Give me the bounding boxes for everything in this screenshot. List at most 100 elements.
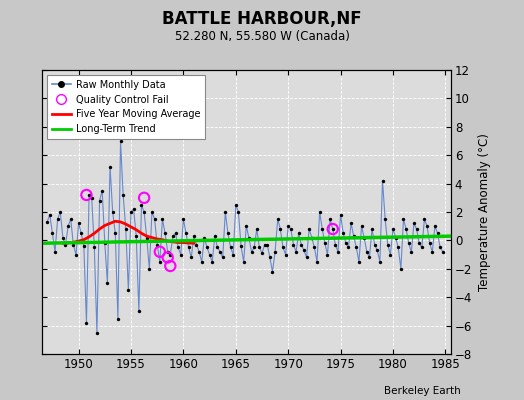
Point <box>292 248 300 255</box>
Point <box>171 230 180 236</box>
Point <box>410 220 418 226</box>
Point <box>106 163 114 170</box>
Point <box>376 258 384 265</box>
Point <box>161 230 169 236</box>
Point <box>229 251 237 258</box>
Point <box>205 251 214 258</box>
Point <box>336 212 345 218</box>
Text: Berkeley Earth: Berkeley Earth <box>385 386 461 396</box>
Point <box>373 247 381 254</box>
Point <box>135 308 143 314</box>
Point <box>415 240 423 246</box>
Point <box>339 230 347 236</box>
Point <box>342 240 350 246</box>
Point <box>407 248 416 255</box>
Point <box>95 198 104 204</box>
Point <box>184 244 193 251</box>
Point <box>48 230 57 236</box>
Point <box>326 216 334 222</box>
Point <box>302 254 311 261</box>
Point <box>315 209 324 215</box>
Point <box>355 258 363 265</box>
Point <box>308 234 316 241</box>
Point <box>129 206 138 212</box>
Point <box>198 258 206 265</box>
Point <box>344 244 353 251</box>
Point <box>397 266 405 272</box>
Point <box>399 216 408 222</box>
Point <box>250 244 258 251</box>
Point <box>245 234 253 241</box>
Point <box>59 234 67 241</box>
Point <box>329 226 337 232</box>
Point <box>140 194 148 201</box>
Point <box>347 220 355 226</box>
Point <box>331 242 340 248</box>
Point <box>158 216 167 222</box>
Point <box>192 242 201 248</box>
Point <box>166 251 174 258</box>
Point <box>69 242 78 248</box>
Point <box>234 209 243 215</box>
Point <box>85 192 93 198</box>
Point <box>386 251 395 258</box>
Point <box>122 226 130 232</box>
Point <box>98 188 106 194</box>
Point <box>418 244 426 251</box>
Point <box>405 240 413 246</box>
Point <box>289 242 298 248</box>
Point <box>93 330 101 336</box>
Point <box>53 216 62 222</box>
Point <box>334 248 342 255</box>
Point <box>148 209 156 215</box>
Point <box>378 178 387 184</box>
Point <box>166 263 174 269</box>
Point <box>90 244 99 251</box>
Point <box>394 244 402 251</box>
Point <box>381 216 389 222</box>
Point <box>116 138 125 144</box>
Point <box>200 234 209 241</box>
Point <box>103 280 112 286</box>
Point <box>195 248 203 255</box>
Point <box>255 244 264 251</box>
Text: 52.280 N, 55.580 W (Canada): 52.280 N, 55.580 W (Canada) <box>174 30 350 43</box>
Point <box>163 254 172 261</box>
Y-axis label: Temperature Anomaly (°C): Temperature Anomaly (°C) <box>478 133 491 291</box>
Point <box>174 244 182 251</box>
Point <box>239 258 248 265</box>
Point <box>237 243 245 249</box>
Point <box>77 230 85 236</box>
Point <box>111 230 119 236</box>
Point <box>329 226 337 232</box>
Point <box>114 315 122 322</box>
Point <box>389 226 397 232</box>
Point <box>119 192 127 198</box>
Point <box>67 216 75 222</box>
Point <box>72 251 80 258</box>
Point <box>287 226 295 232</box>
Point <box>213 244 222 251</box>
Point <box>402 226 410 232</box>
Point <box>203 244 211 251</box>
Point <box>420 216 429 222</box>
Point <box>232 202 240 208</box>
Point <box>88 194 96 201</box>
Point <box>61 242 70 248</box>
Point <box>43 219 51 225</box>
Point <box>80 243 88 249</box>
Point <box>310 244 319 251</box>
Point <box>74 220 83 226</box>
Point <box>163 248 172 255</box>
Point <box>145 266 154 272</box>
Point <box>224 230 232 236</box>
Point <box>323 251 332 258</box>
Point <box>247 248 256 255</box>
Point <box>127 209 135 215</box>
Point <box>169 233 177 239</box>
Point <box>321 240 329 246</box>
Point <box>137 202 146 208</box>
Point <box>208 258 216 265</box>
Point <box>219 254 227 261</box>
Point <box>260 242 269 248</box>
